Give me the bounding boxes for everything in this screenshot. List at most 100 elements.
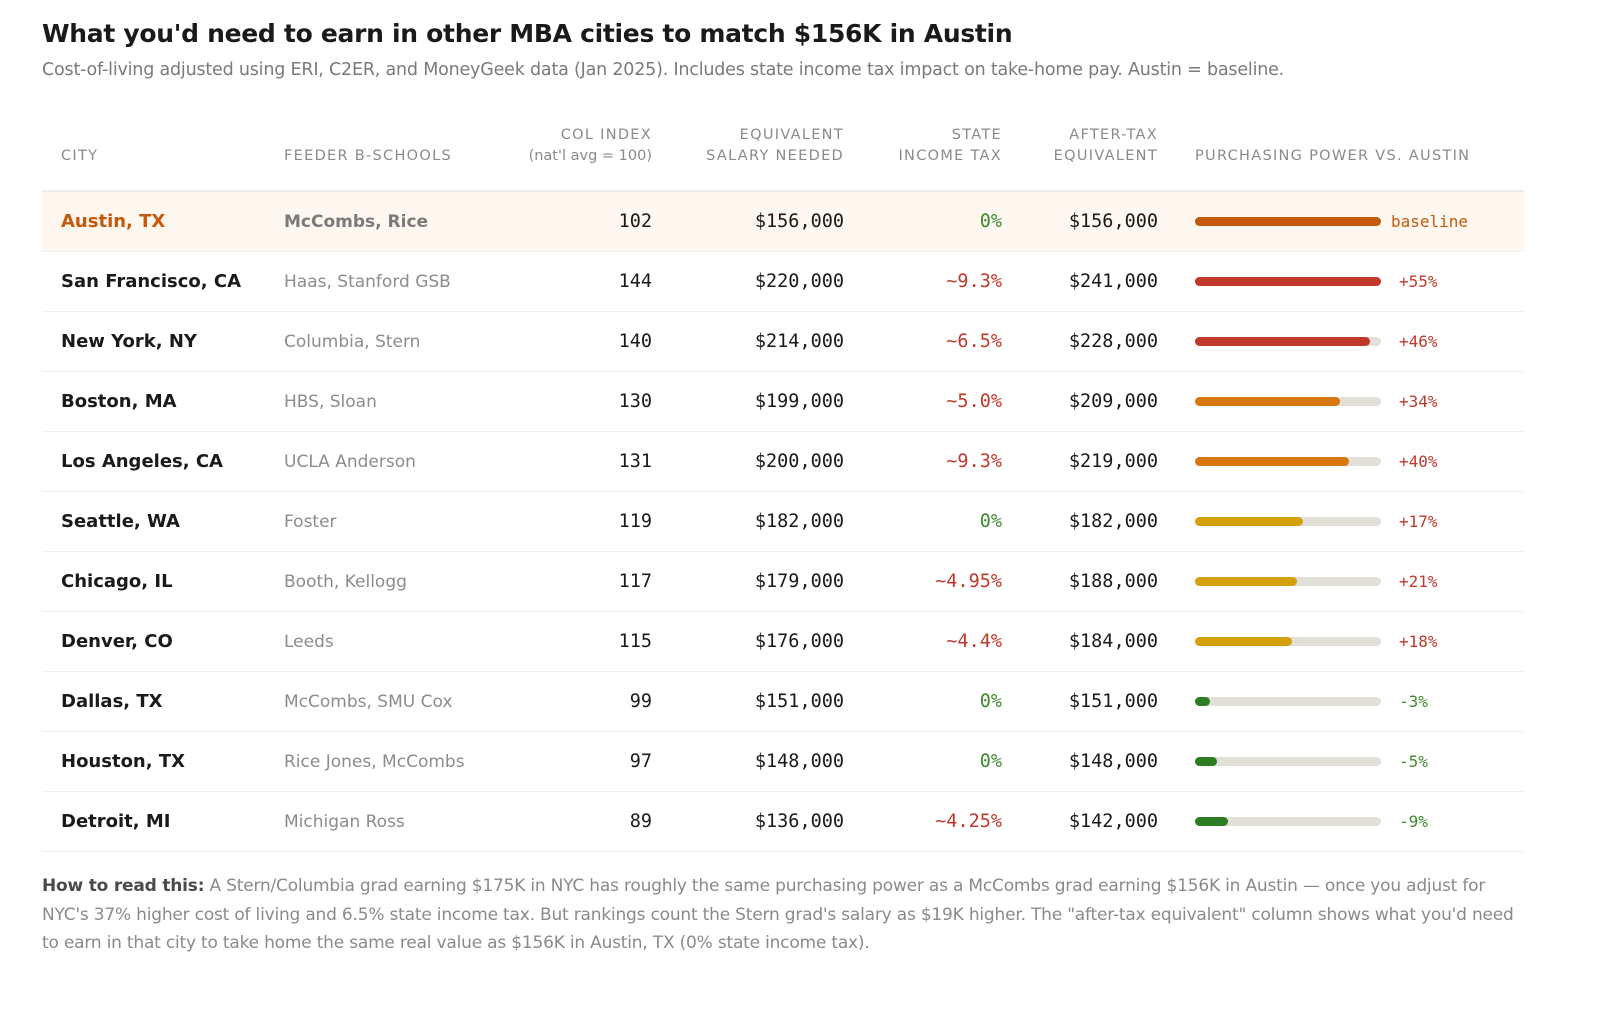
purchasing-power-cell: +18% [1158, 611, 1524, 672]
purchasing-power-bar-track [1195, 637, 1381, 646]
after-tax-value: $188,000 [1002, 551, 1158, 612]
purchasing-power-bar-row: -5% [1195, 752, 1524, 771]
purchasing-power-cell: baseline [1158, 191, 1524, 252]
header-after-tax: AFTER-TAX EQUIVALENT [1002, 125, 1158, 192]
purchasing-power-bar-fill [1195, 817, 1229, 826]
equivalent-salary-value: $151,000 [652, 671, 844, 732]
equivalent-salary-value: $214,000 [652, 311, 844, 372]
purchasing-power-label: +17% [1399, 512, 1438, 531]
state-tax-value: ~4.4% [844, 611, 1002, 672]
header-equiv-line2: SALARY NEEDED [706, 148, 844, 164]
table-row: Seattle, WA Foster 119 $182,000 0% $182,000 +1… [42, 491, 1524, 552]
after-tax-value: $209,000 [1002, 371, 1158, 432]
purchasing-power-bar-track [1195, 397, 1381, 406]
purchasing-power-bar-fill [1195, 577, 1298, 586]
header-city: CITY [42, 125, 284, 192]
purchasing-power-cell: +21% [1158, 551, 1524, 612]
note-body: A Stern/Columbia grad earning $175K in N… [42, 876, 1514, 953]
table-row: Boston, MA HBS, Sloan 130 $199,000 ~5.0% $209… [42, 371, 1524, 432]
purchasing-power-bar-fill [1195, 517, 1303, 526]
purchasing-power-bar-row: +34% [1195, 392, 1524, 411]
col-index-value: 119 [514, 491, 652, 552]
equivalent-salary-value: $156,000 [652, 191, 844, 252]
header-schools: FEEDER B-SCHOOLS [284, 125, 514, 192]
purchasing-power-bar-fill [1195, 337, 1370, 346]
table-header-row: CITY FEEDER B-SCHOOLS COL INDEX (nat'l a… [42, 125, 1524, 192]
table-row: New York, NY Columbia, Stern 140 $214,000 ~6… [42, 311, 1524, 372]
purchasing-power-bar-row: +18% [1195, 632, 1524, 651]
purchasing-power-bar-row: +21% [1195, 572, 1524, 591]
header-power-label: PURCHASING POWER VS. AUSTIN [1195, 148, 1471, 164]
city-comparison-table: CITY FEEDER B-SCHOOLS COL INDEX (nat'l a… [42, 125, 1524, 852]
purchasing-power-bar-row: -9% [1195, 812, 1524, 831]
city-name: Austin, TX [42, 191, 284, 252]
note-lead: How to read this: [42, 876, 205, 896]
purchasing-power-cell: +17% [1158, 491, 1524, 552]
city-name: Houston, TX [42, 731, 284, 792]
state-tax-value: ~9.3% [844, 431, 1002, 492]
feeder-schools: McCombs, SMU Cox [284, 671, 514, 732]
header-tax-line2: INCOME TAX [898, 148, 1002, 164]
purchasing-power-bar-track [1195, 337, 1381, 346]
purchasing-power-bar-track [1195, 277, 1381, 286]
purchasing-power-label: +21% [1399, 572, 1438, 591]
table-row: Chicago, IL Booth, Kellogg 117 $179,000 ~4.9… [42, 551, 1524, 612]
purchasing-power-bar-fill [1195, 277, 1381, 286]
purchasing-power-label: -5% [1399, 752, 1428, 771]
header-after-line1: AFTER-TAX [1069, 127, 1158, 143]
table-row: Los Angeles, CA UCLA Anderson 131 $200,000 ~… [42, 431, 1524, 492]
equivalent-salary-value: $199,000 [652, 371, 844, 432]
city-name: Denver, CO [42, 611, 284, 672]
after-tax-value: $151,000 [1002, 671, 1158, 732]
feeder-schools: Leeds [284, 611, 514, 672]
state-tax-value: 0% [844, 731, 1002, 792]
purchasing-power-bar-row: +55% [1195, 272, 1524, 291]
table-row: Detroit, MI Michigan Ross 89 $136,000 ~4.25%… [42, 791, 1524, 852]
purchasing-power-bar-row: baseline [1195, 212, 1524, 231]
feeder-schools: Haas, Stanford GSB [284, 251, 514, 312]
purchasing-power-bar-fill [1195, 457, 1350, 466]
col-index-value: 144 [514, 251, 652, 312]
city-name: Detroit, MI [42, 791, 284, 852]
equivalent-salary-value: $148,000 [652, 731, 844, 792]
purchasing-power-bar-track [1195, 457, 1381, 466]
purchasing-power-bar-track [1195, 697, 1381, 706]
purchasing-power-cell: -9% [1158, 791, 1524, 852]
purchasing-power-cell: -3% [1158, 671, 1524, 732]
feeder-schools: Foster [284, 491, 514, 552]
equivalent-salary-value: $136,000 [652, 791, 844, 852]
header-col-index-label: COL INDEX [560, 127, 652, 143]
purchasing-power-label: baseline [1391, 212, 1469, 231]
purchasing-power-cell: +55% [1158, 251, 1524, 312]
header-purchasing-power: PURCHASING POWER VS. AUSTIN [1158, 125, 1524, 192]
feeder-schools: Rice Jones, McCombs [284, 731, 514, 792]
purchasing-power-label: -9% [1399, 812, 1428, 831]
header-tax-line1: STATE [951, 127, 1002, 143]
purchasing-power-bar-track [1195, 817, 1381, 826]
equivalent-salary-value: $176,000 [652, 611, 844, 672]
header-state-tax: STATE INCOME TAX [844, 125, 1002, 192]
city-name: New York, NY [42, 311, 284, 372]
purchasing-power-cell: -5% [1158, 731, 1524, 792]
after-tax-value: $241,000 [1002, 251, 1158, 312]
purchasing-power-label: +55% [1399, 272, 1438, 291]
purchasing-power-bar-fill [1195, 217, 1381, 226]
after-tax-value: $148,000 [1002, 731, 1158, 792]
after-tax-value: $156,000 [1002, 191, 1158, 252]
feeder-schools: HBS, Sloan [284, 371, 514, 432]
equivalent-salary-value: $220,000 [652, 251, 844, 312]
page-subtitle: Cost-of-living adjusted using ERI, C2ER,… [42, 60, 1285, 80]
city-name: Seattle, WA [42, 491, 284, 552]
purchasing-power-bar-row: -3% [1195, 692, 1524, 711]
purchasing-power-label: +18% [1399, 632, 1438, 651]
how-to-read-note: How to read this: A Stern/Columbia grad … [42, 872, 1524, 958]
col-index-value: 131 [514, 431, 652, 492]
state-tax-value: ~4.95% [844, 551, 1002, 612]
header-equiv-line1: EQUIVALENT [739, 127, 844, 143]
state-tax-value: ~4.25% [844, 791, 1002, 852]
state-tax-value: 0% [844, 491, 1002, 552]
table-row: Denver, CO Leeds 115 $176,000 ~4.4% $184,000 +… [42, 611, 1524, 672]
after-tax-value: $182,000 [1002, 491, 1158, 552]
state-tax-value: 0% [844, 191, 1002, 252]
purchasing-power-label: -3% [1399, 692, 1428, 711]
